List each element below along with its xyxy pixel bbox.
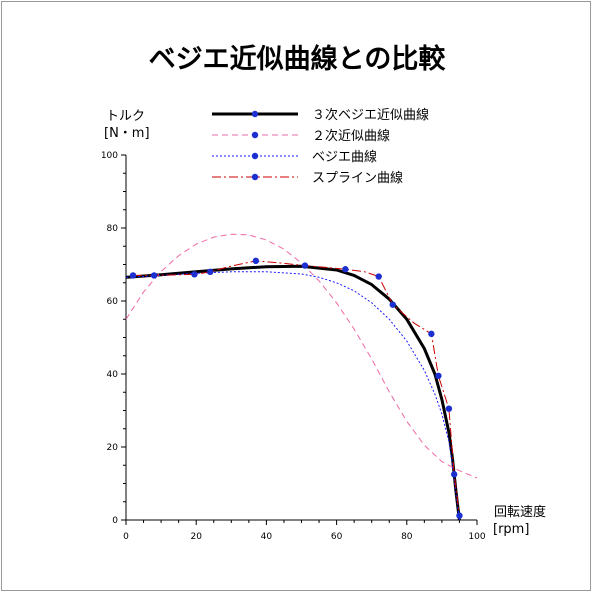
- series-line-4: [133, 260, 460, 516]
- y-tick-label: 40: [107, 370, 119, 380]
- chart-title: ベジエ近似曲線との比較: [149, 43, 447, 75]
- legend-label-4: スプライン曲線: [312, 170, 403, 186]
- y-axis-unit: [N・m]: [104, 126, 150, 141]
- x-tick-label: 0: [123, 532, 129, 542]
- data-point: [428, 330, 435, 338]
- data-point: [445, 405, 453, 412]
- data-point: [150, 272, 158, 279]
- x-tick-label: 100: [468, 532, 485, 542]
- legend-marker-4: [251, 173, 259, 181]
- plot-area: [125, 233, 478, 521]
- x-tick-label: 40: [261, 532, 273, 542]
- y-tick-label: 20: [107, 443, 119, 453]
- legend-marker-2: [251, 131, 259, 139]
- data-point: [252, 257, 260, 265]
- x-tick-label: 80: [401, 532, 413, 542]
- y-tick-label: 0: [112, 516, 118, 526]
- axes: 0 20 40 60 80 100 0 20 40 60 80 100: [101, 151, 486, 542]
- data-point: [207, 268, 214, 275]
- x-axis-unit: [rpm]: [493, 522, 529, 537]
- x-tick-label: 20: [190, 532, 202, 542]
- legend-label-2: ２次近似曲線: [312, 128, 390, 144]
- y-tick-label: 80: [107, 224, 119, 234]
- data-point: [191, 271, 198, 278]
- data-point: [389, 301, 396, 308]
- y-axis-label: トルク: [106, 109, 145, 124]
- y-tick-label: 60: [107, 297, 119, 307]
- data-point: [456, 512, 463, 519]
- x-tick-label: 60: [331, 532, 343, 542]
- data-point: [342, 266, 349, 273]
- data-point: [435, 372, 442, 380]
- series-line-1: [125, 264, 461, 521]
- x-axis-label: 回転速度: [494, 504, 546, 520]
- series-line-2: [125, 233, 478, 479]
- legend-label-1: ３次ベジエ近似曲線: [312, 107, 429, 123]
- y-tick-label: 100: [101, 151, 118, 161]
- data-point: [129, 272, 137, 279]
- data-point: [450, 471, 458, 478]
- legend-marker-1: [251, 110, 259, 118]
- data-point: [375, 273, 382, 280]
- legend-marker-3: [251, 152, 259, 160]
- legend-label-3: ベジエ曲線: [312, 149, 377, 165]
- series-line-3: [125, 271, 460, 521]
- data-point: [301, 262, 309, 269]
